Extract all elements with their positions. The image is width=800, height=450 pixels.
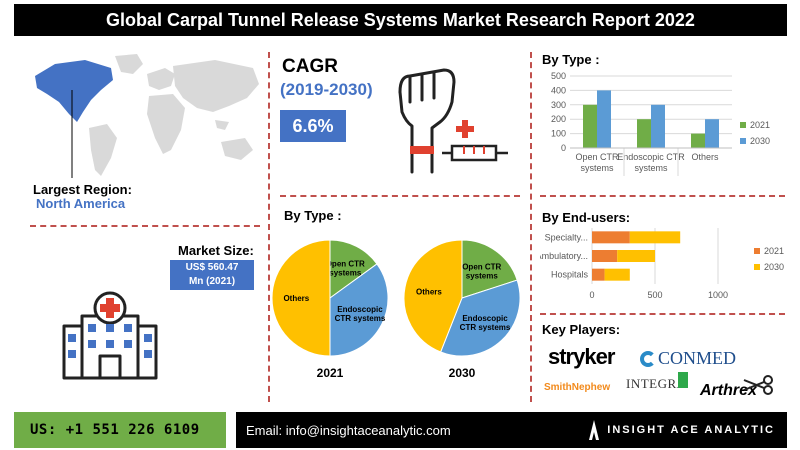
x-tick-label: 1000 (708, 290, 728, 300)
conmed-text: CONMED (658, 348, 737, 368)
largest-region-label: Largest Region: (33, 182, 132, 197)
bar-2021-0 (583, 104, 597, 148)
footer-bar: Email: info@insightaceanalytic.com INSIG… (236, 412, 787, 448)
bar-2030-1 (617, 250, 655, 262)
legend-label-2030: 2030 (764, 262, 784, 272)
bar-2021-2 (592, 268, 605, 281)
divider-region (30, 225, 260, 227)
market-size-value: US$ 560.47 Mn (2021) (170, 260, 254, 290)
pie-title-2021: 2021 (317, 366, 344, 380)
bar-chart-by-end-users: 0 500 1000 Specialty... Ambulatory... Hospita… (540, 228, 784, 300)
bar-2030-2 (604, 268, 630, 281)
brand-logo-icon (589, 420, 600, 440)
pie-2021-label-1-line1: Endoscopic (337, 305, 383, 314)
pie-2021-slice-2 (271, 239, 331, 357)
pie-section-title: By Type : (284, 208, 342, 223)
y-tick-label: 300 (551, 100, 566, 110)
y-tick-label: 0 (561, 143, 566, 153)
page-title: Global Carpal Tunnel Release Systems Mar… (14, 4, 787, 36)
legend-swatch-2021 (740, 122, 746, 128)
footer-brand: INSIGHT ACE ANALYTIC (589, 420, 775, 440)
pie-2021-slice-1 (329, 263, 389, 357)
bar-type-title: By Type : (542, 52, 600, 67)
market-size-line1: US$ 560.47 (185, 262, 239, 273)
legend-label-2030: 2030 (750, 136, 770, 146)
legend-label-2021: 2021 (750, 120, 770, 130)
pie-2030-label-1-line1: Endoscopic (462, 314, 508, 323)
bar-2030-0 (629, 231, 681, 244)
pie-2021-label-2-line1: Others (283, 294, 309, 303)
arthrex-scissors-icon (743, 375, 773, 395)
legend-swatch-2030 (740, 138, 746, 144)
x-tick-label: Others (691, 152, 719, 162)
pie-2021-slice-0 (329, 239, 378, 299)
pie-2021-label-0-line1: Open CTR (326, 260, 365, 269)
world-map (35, 54, 259, 178)
logo-stryker: stryker (548, 344, 615, 369)
pie-2030-label-0-line1: Open CTR (462, 262, 501, 271)
pie-2021-label-0-line2: systems (329, 269, 362, 278)
pie-2030-label-2-line1: Others (416, 288, 442, 297)
y-tick-label: 500 (551, 71, 566, 81)
largest-region-value: North America (36, 196, 126, 211)
legend-swatch-2030 (754, 264, 760, 270)
y-tick-label: Specialty... (545, 232, 588, 242)
x-tick-label-line2: systems (580, 163, 614, 173)
divider-endusers (540, 313, 785, 315)
divider-cagr (280, 195, 520, 197)
logo-conmed: CONMED (640, 348, 736, 369)
pie-title-2030: 2030 (449, 366, 476, 380)
divider-bytype (540, 195, 785, 197)
pie-2030-label-0-line2: systems (466, 271, 499, 280)
footer-email[interactable]: Email: info@insightaceanalytic.com (246, 422, 451, 438)
bar-2030-2 (705, 119, 719, 148)
logo-arthrex: Arthrex (700, 382, 757, 399)
pie-2021-label-1-line2: CTR systems (335, 314, 386, 323)
logo-smithnephew: SmithNephew (544, 382, 611, 393)
bar-2021-1 (592, 250, 618, 262)
bar-2021-1 (637, 119, 651, 148)
x-tick-label-line1: Open CTR (575, 152, 619, 162)
bar-2021-2 (691, 133, 705, 148)
x-tick-label: 500 (647, 290, 662, 300)
y-tick-label: 200 (551, 114, 566, 124)
integra-mark-icon (678, 372, 688, 388)
x-tick-label-line1: Endoscopic CTR (617, 152, 685, 162)
bar-endusers-title: By End-users: (542, 210, 631, 225)
pie-2030-slice-1 (439, 279, 521, 357)
pie-2030-slice-0 (461, 239, 518, 299)
cagr-title: CAGR (282, 56, 338, 77)
bar-2021-0 (592, 231, 630, 244)
y-tick-label: 100 (551, 129, 566, 139)
hospital-icon (62, 291, 158, 380)
y-tick-label: 400 (551, 85, 566, 95)
conmed-c-icon (640, 350, 656, 367)
logo-integra: INTEGRA (626, 376, 687, 391)
y-tick-label: Ambulatory... (540, 251, 588, 261)
y-tick-label: Hospitals (551, 270, 589, 280)
market-size-label: Market Size: (178, 243, 254, 258)
fist-syringe-icon (398, 68, 508, 174)
bar-2030-1 (651, 104, 665, 148)
market-size-line2: Mn (2021) (188, 276, 236, 287)
legend-label-2021: 2021 (764, 246, 784, 256)
key-players-title: Key Players: (542, 322, 621, 337)
pie-2030-slice-2 (403, 239, 463, 353)
cagr-period: (2019-2030) (280, 80, 373, 99)
divider-left (268, 52, 270, 402)
footer-phone[interactable]: US: +1 551 226 6109 (14, 412, 226, 448)
bar-2030-0 (597, 90, 611, 148)
divider-right (530, 52, 532, 402)
footer-brand-text: INSIGHT ACE ANALYTIC (607, 424, 775, 436)
legend-swatch-2021 (754, 248, 760, 254)
x-tick-label: 0 (589, 290, 594, 300)
x-tick-label-line2: systems (634, 163, 668, 173)
cagr-value: 6.6% (280, 110, 346, 142)
pie-2030-label-1-line2: CTR systems (460, 323, 511, 332)
